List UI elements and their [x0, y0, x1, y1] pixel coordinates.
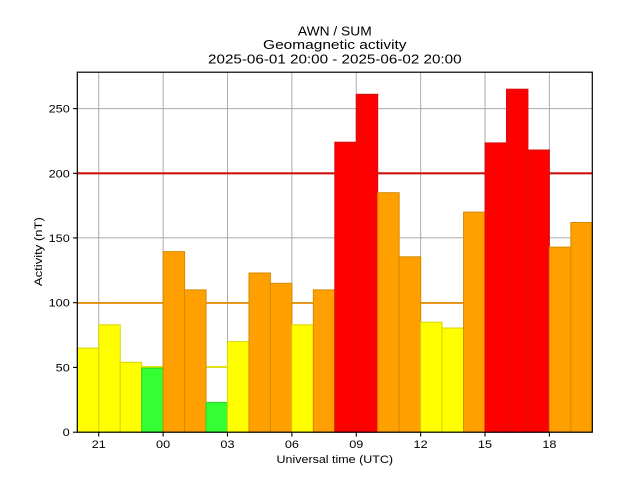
svg-text:15: 15: [478, 439, 492, 451]
svg-text:AWN / SUM: AWN / SUM: [298, 24, 372, 39]
svg-text:200: 200: [49, 168, 70, 180]
svg-text:03: 03: [220, 439, 234, 451]
svg-text:2025-06-01 20:00 - 2025-06-02: 2025-06-01 20:00 - 2025-06-02 20:00: [208, 52, 462, 67]
svg-text:250: 250: [49, 104, 70, 116]
svg-text:100: 100: [49, 298, 70, 310]
svg-text:150: 150: [49, 233, 70, 245]
svg-text:Universal time (UTC): Universal time (UTC): [277, 454, 394, 466]
svg-text:00: 00: [156, 439, 170, 451]
svg-text:06: 06: [285, 439, 299, 451]
svg-text:Geomagnetic activity: Geomagnetic activity: [263, 37, 407, 52]
svg-text:0: 0: [63, 427, 70, 439]
svg-text:50: 50: [56, 362, 70, 374]
svg-text:21: 21: [92, 439, 106, 451]
svg-text:18: 18: [542, 439, 556, 451]
svg-text:Activity (nT): Activity (nT): [33, 217, 45, 286]
svg-text:09: 09: [349, 439, 363, 451]
svg-text:12: 12: [414, 439, 428, 451]
